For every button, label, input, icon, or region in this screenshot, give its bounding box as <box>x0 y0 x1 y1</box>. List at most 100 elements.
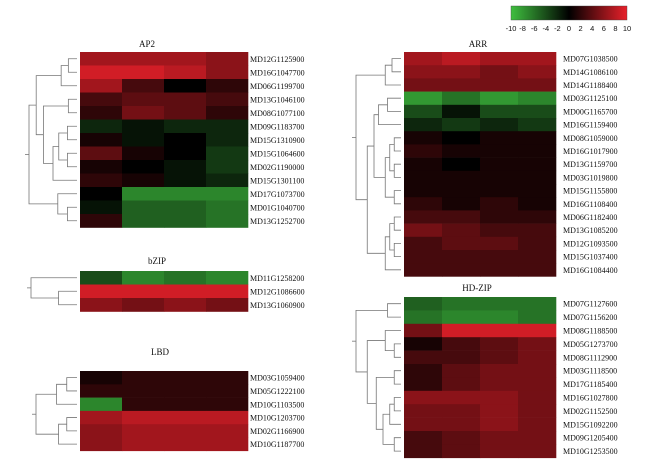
gene-label: MD14G1086100 <box>563 68 618 77</box>
heatmap-cell <box>122 160 165 174</box>
heatmap-cell <box>404 250 443 264</box>
heatmap-cell <box>206 146 249 161</box>
heatmap-cell <box>164 437 207 452</box>
heatmap-cell <box>442 170 481 185</box>
heatmap-cell <box>122 410 165 425</box>
heatmap-cell <box>206 410 249 425</box>
heatmap-cell <box>80 187 123 201</box>
heatmap-panel-bzip: bZIP MD11G1258200 MD12G1086600 MD13G1060900 <box>27 256 305 312</box>
heatmap-cell <box>122 65 165 80</box>
heatmap-cell <box>518 431 557 445</box>
heatmap-cell <box>518 157 557 172</box>
gene-label: MD13G1046100 <box>250 95 305 104</box>
heatmap-panel-ap2: AP2 MD12G1125900 MD16G1047700 MD06G1199700 M… <box>25 39 305 228</box>
heatmap-cell <box>404 404 443 418</box>
heatmap-cell <box>480 377 519 392</box>
heatmap-cell <box>442 350 481 365</box>
heatmap-cell <box>206 284 249 299</box>
color-scale-tick: -4 <box>542 24 549 33</box>
heatmap-cell <box>480 170 519 185</box>
heatmap-cell <box>404 197 443 211</box>
dendrogram-branch <box>43 105 69 164</box>
heatmap-cell <box>480 444 519 459</box>
gene-label: MD15G1037400 <box>563 253 618 262</box>
color-scale-tick: -6 <box>531 24 538 33</box>
dendrogram-branch <box>384 64 401 86</box>
heatmap-cell <box>206 52 249 66</box>
dendrogram-branch <box>393 437 401 452</box>
heatmap-cell <box>164 284 207 299</box>
heatmap-cell <box>480 91 519 106</box>
gene-label: MD16G1047700 <box>250 68 305 77</box>
gene-label: MD02G1166900 <box>250 427 304 436</box>
dendrogram-branch <box>393 370 401 385</box>
heatmap-cell <box>404 65 443 79</box>
heatmap-cell <box>480 350 519 365</box>
gene-label: MD10G1203700 <box>250 414 305 423</box>
heatmap-cell <box>442 417 481 432</box>
dendrogram-branch <box>66 377 77 392</box>
heatmap-cell <box>518 337 557 351</box>
heatmap-cell <box>480 184 519 198</box>
heatmap-cell <box>480 144 519 158</box>
dendrogram-branch <box>387 303 401 318</box>
heatmap-cell <box>122 119 165 134</box>
heatmap-cell <box>80 92 123 107</box>
heatmap-cell <box>442 364 481 378</box>
dendrogram-branch <box>67 152 77 168</box>
heatmap-cell <box>122 424 165 438</box>
heatmap-cell <box>122 437 165 452</box>
gene-label: MD10G1103500 <box>250 400 304 409</box>
heatmap-cell <box>122 200 165 215</box>
heatmap-cell <box>518 170 557 185</box>
heatmap-cell <box>122 106 165 120</box>
heatmap-cell <box>480 431 519 445</box>
dendrogram <box>352 303 401 452</box>
gene-label: MD06G1182400 <box>563 213 617 222</box>
dendrogram <box>27 277 77 306</box>
gene-label: MD03G1125100 <box>563 94 617 103</box>
heatmap-cell <box>518 78 557 92</box>
heatmap-cell <box>122 397 165 412</box>
heatmap-cell <box>164 133 207 147</box>
heatmap-cell <box>480 52 519 66</box>
heatmap-cell <box>206 160 249 174</box>
heatmap-cell <box>442 377 481 392</box>
heatmap-cell <box>164 65 207 80</box>
heatmap-cell <box>164 384 207 398</box>
heatmap-cell <box>442 131 481 145</box>
heatmap-cell <box>206 119 249 134</box>
heatmap-cell <box>442 91 481 106</box>
dendrogram-branch <box>389 403 401 425</box>
panel-title: HD-ZIP <box>462 283 492 293</box>
gene-label: MD12G1125900 <box>250 55 304 64</box>
color-scale-tick: 4 <box>590 24 594 33</box>
heatmap-cell <box>122 92 165 107</box>
heatmap-cell <box>404 390 443 405</box>
heatmap-cell <box>206 92 249 107</box>
color-scale-bar <box>510 5 628 21</box>
heatmap-cell <box>442 157 481 172</box>
heatmap-cell <box>404 52 443 66</box>
heatmap-cell <box>442 184 481 198</box>
heatmap-cell <box>404 310 443 325</box>
dendrogram-branch <box>355 74 386 201</box>
heatmap-cell <box>80 200 123 215</box>
dendrogram-branch <box>58 423 77 445</box>
heatmap-cell <box>518 210 557 224</box>
heatmap-cell <box>80 271 123 285</box>
heatmap-cell <box>518 390 557 405</box>
dendrogram-branch <box>58 132 68 161</box>
heatmap-cell <box>122 214 165 228</box>
dendrogram-branch <box>373 114 386 178</box>
heatmap-cell <box>480 104 519 119</box>
panel-title: bZIP <box>148 256 166 266</box>
heatmap-cell <box>122 173 165 188</box>
dendrogram-branch <box>393 397 401 412</box>
heatmap-cell <box>518 404 557 418</box>
heatmap-cell <box>122 384 165 398</box>
heatmap-cell <box>518 184 557 198</box>
heatmap-cell <box>80 79 123 93</box>
dendrogram-branch <box>389 223 395 251</box>
